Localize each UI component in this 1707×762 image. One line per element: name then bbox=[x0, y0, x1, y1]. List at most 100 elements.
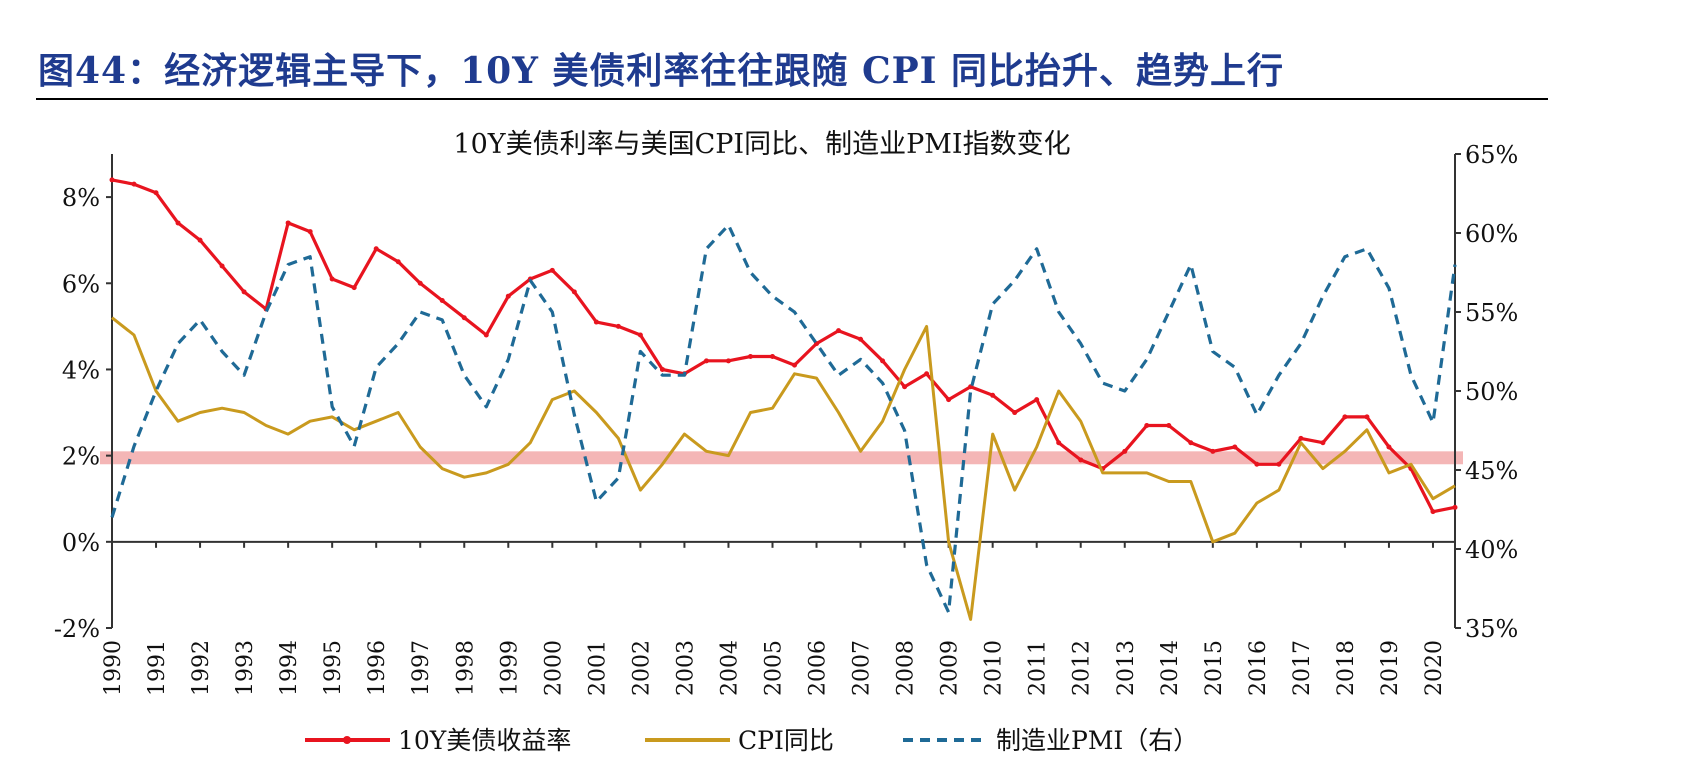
series-point-0 bbox=[109, 177, 115, 183]
series-point-0 bbox=[1254, 461, 1260, 467]
series-point-0 bbox=[505, 293, 511, 299]
right-tick-label: 55% bbox=[1465, 299, 1518, 327]
series-point-0 bbox=[417, 280, 423, 286]
x-tick-label: 2016 bbox=[1246, 640, 1271, 696]
series-point-0 bbox=[1430, 509, 1436, 515]
series-point-0 bbox=[1386, 444, 1392, 450]
x-tick-label: 2010 bbox=[982, 640, 1007, 696]
x-tick-label: 2017 bbox=[1290, 640, 1315, 696]
x-tick-label: 1996 bbox=[365, 640, 390, 696]
series-point-0 bbox=[792, 362, 798, 368]
series-point-0 bbox=[241, 289, 247, 295]
series-point-0 bbox=[1210, 448, 1216, 454]
legend-marker-0 bbox=[343, 736, 351, 744]
series-point-0 bbox=[131, 181, 137, 187]
x-tick-label: 2009 bbox=[938, 640, 963, 696]
legend-label-0: 10Y美债收益率 bbox=[398, 726, 571, 755]
series-point-0 bbox=[858, 336, 864, 342]
series-line-2 bbox=[110, 223, 1457, 614]
title-rule bbox=[36, 98, 1548, 100]
series-point-0 bbox=[902, 384, 908, 390]
x-tick-label: 2000 bbox=[541, 640, 566, 696]
right-tick-label: 45% bbox=[1465, 457, 1518, 485]
series-point-0 bbox=[836, 328, 842, 334]
series-point-0 bbox=[483, 332, 489, 338]
series-point-0 bbox=[1342, 414, 1348, 420]
series-point-0 bbox=[1034, 397, 1040, 403]
x-tick-label: 2003 bbox=[673, 640, 698, 696]
x-tick-label: 1991 bbox=[145, 640, 170, 696]
left-tick-label: 6% bbox=[62, 270, 100, 298]
series-point-0 bbox=[593, 319, 599, 325]
x-tick-label: 1998 bbox=[453, 640, 478, 696]
series-point-0 bbox=[1232, 444, 1238, 450]
series-point-0 bbox=[219, 263, 225, 269]
right-tick-label: 50% bbox=[1465, 378, 1518, 406]
x-tick-label: 1993 bbox=[233, 640, 258, 696]
series-point-0 bbox=[1320, 440, 1326, 446]
series-point-0 bbox=[197, 237, 203, 243]
left-tick-label: 8% bbox=[62, 184, 100, 212]
series-point-0 bbox=[329, 276, 335, 282]
x-tick-label: 2004 bbox=[717, 640, 742, 696]
series-point-0 bbox=[549, 267, 555, 273]
x-tick-label: 1992 bbox=[189, 640, 214, 696]
series-point-0 bbox=[615, 323, 621, 329]
x-tick-label: 2002 bbox=[629, 640, 654, 696]
x-tick-label: 2008 bbox=[894, 640, 919, 696]
series-point-0 bbox=[1012, 410, 1018, 416]
series-point-0 bbox=[571, 289, 577, 295]
series-point-0 bbox=[461, 315, 467, 321]
x-tick-label: 1995 bbox=[321, 640, 346, 696]
x-tick-label: 1997 bbox=[409, 640, 434, 696]
x-tick-label: 2005 bbox=[761, 640, 786, 696]
series-point-0 bbox=[946, 397, 952, 403]
series-point-0 bbox=[175, 220, 181, 226]
chart-title: 10Y美债利率与美国CPI同比、制造业PMI指数变化 bbox=[453, 129, 1070, 160]
x-tick-label: 2014 bbox=[1158, 640, 1183, 696]
series-point-0 bbox=[725, 358, 731, 364]
series-point-0 bbox=[1122, 448, 1128, 454]
series-point-0 bbox=[1364, 414, 1370, 420]
series-point-0 bbox=[659, 366, 665, 372]
series-point-0 bbox=[1298, 435, 1304, 441]
x-tick-label: 2015 bbox=[1202, 640, 1227, 696]
x-tick-label: 2013 bbox=[1114, 640, 1139, 696]
series-point-0 bbox=[395, 259, 401, 265]
series-point-0 bbox=[703, 358, 709, 364]
series-point-0 bbox=[769, 354, 775, 360]
series-point-0 bbox=[307, 229, 313, 235]
series-point-0 bbox=[1276, 461, 1282, 467]
figure-title: 图44：经济逻辑主导下，10Y 美债利率往往跟随 CPI 同比抬升、趋势上行 bbox=[38, 50, 1285, 92]
series-line-0 bbox=[111, 178, 1456, 514]
left-tick-label: -2% bbox=[54, 615, 100, 643]
x-tick-label: 2012 bbox=[1070, 640, 1095, 696]
x-tick-label: 1990 bbox=[101, 640, 126, 696]
series-point-0 bbox=[1452, 504, 1458, 510]
series-point-0 bbox=[747, 354, 753, 360]
series-point-0 bbox=[439, 298, 445, 304]
right-tick-label: 35% bbox=[1465, 615, 1518, 643]
series-point-0 bbox=[153, 190, 159, 196]
x-tick-label: 1999 bbox=[497, 640, 522, 696]
series-point-0 bbox=[1188, 440, 1194, 446]
series-line-1 bbox=[111, 316, 1456, 621]
x-tick-label: 2007 bbox=[850, 640, 875, 696]
left-tick-label: 2% bbox=[62, 443, 100, 471]
legend-label-1: CPI同比 bbox=[738, 726, 834, 755]
series-point-0 bbox=[1166, 422, 1172, 428]
series-point-0 bbox=[924, 371, 930, 377]
x-tick-label: 2018 bbox=[1334, 640, 1359, 696]
x-tick-label: 2020 bbox=[1422, 640, 1447, 696]
x-tick-label: 2011 bbox=[1026, 640, 1051, 696]
series-point-0 bbox=[1056, 440, 1062, 446]
x-tick-label: 1994 bbox=[277, 640, 302, 696]
right-tick-label: 40% bbox=[1465, 536, 1518, 564]
series-point-0 bbox=[880, 358, 886, 364]
series-point-0 bbox=[1078, 457, 1084, 463]
series-point-0 bbox=[637, 332, 643, 338]
series-point-0 bbox=[285, 220, 291, 226]
right-tick-label: 65% bbox=[1465, 141, 1518, 169]
series-point-0 bbox=[1144, 422, 1150, 428]
